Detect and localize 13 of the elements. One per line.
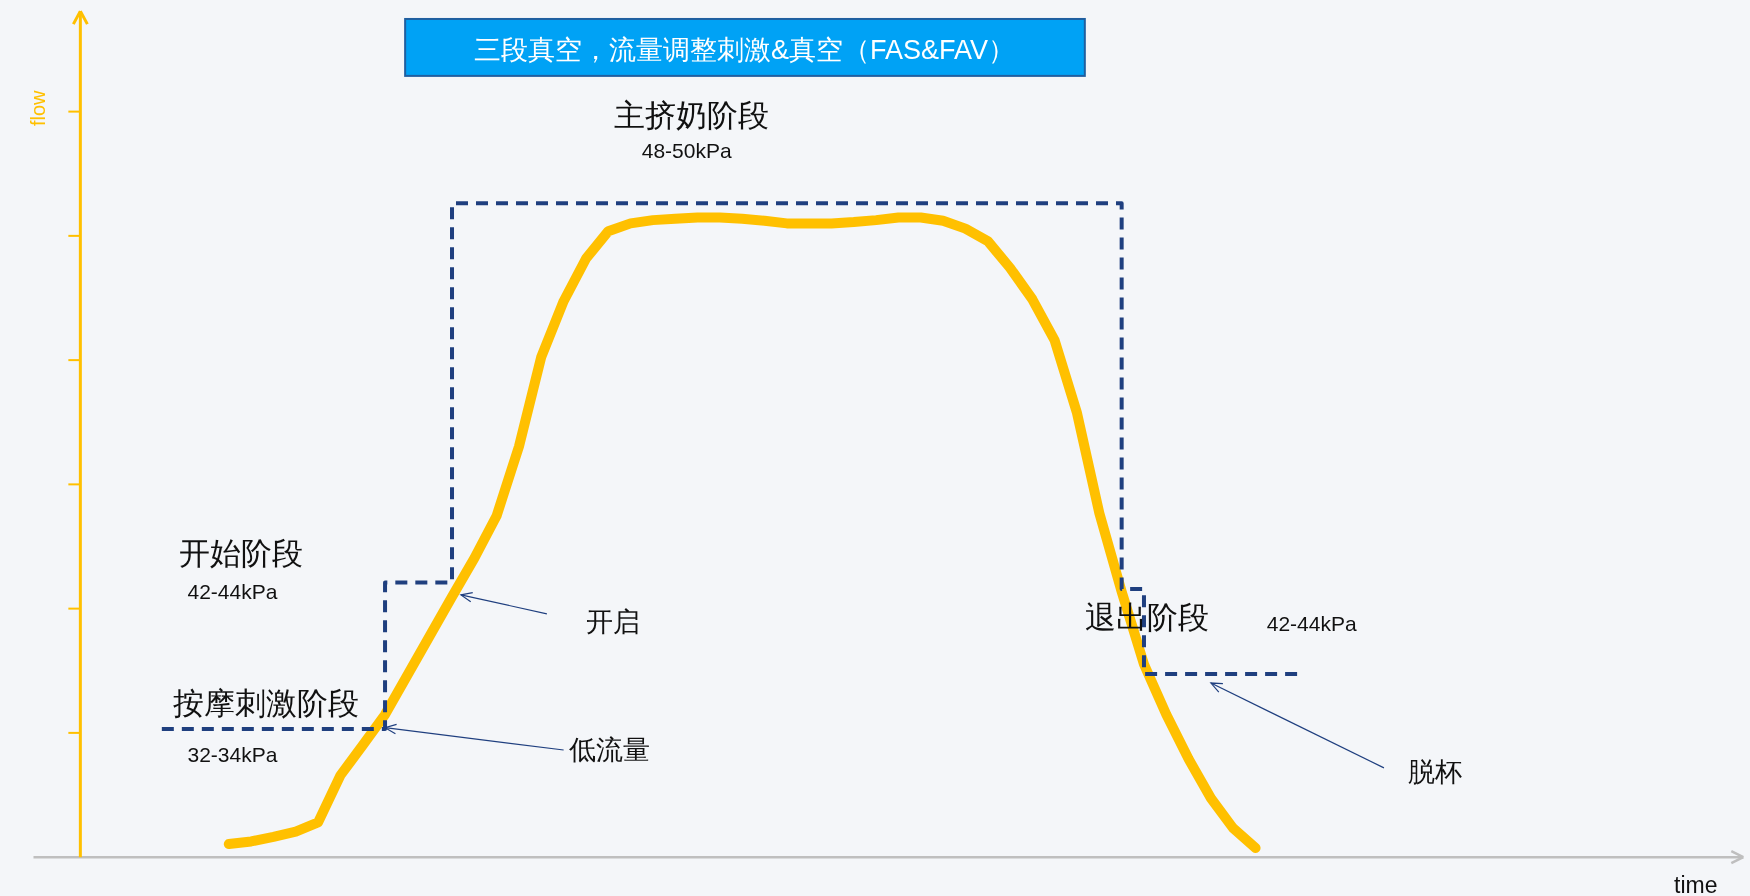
annotation: 42-44kPa: [187, 580, 278, 604]
text: flow: [26, 89, 49, 127]
text: 脱杯: [1408, 757, 1463, 788]
text: 48-50kPa: [641, 139, 732, 163]
annotation: 42-44kPa: [1266, 611, 1357, 635]
text: 主挤奶阶段: [613, 98, 769, 134]
annotation: 开启: [585, 606, 640, 637]
annotation: 按摩刺激阶段: [172, 686, 359, 722]
annotation: 开始阶段: [178, 535, 303, 571]
annotation: 低流量: [569, 734, 651, 765]
annotation: 32-34kPa: [187, 743, 278, 767]
chart-title: 三段真空，流量调整刺激&真空（FAS&FAV）: [473, 35, 1015, 66]
text: time: [1674, 871, 1718, 896]
